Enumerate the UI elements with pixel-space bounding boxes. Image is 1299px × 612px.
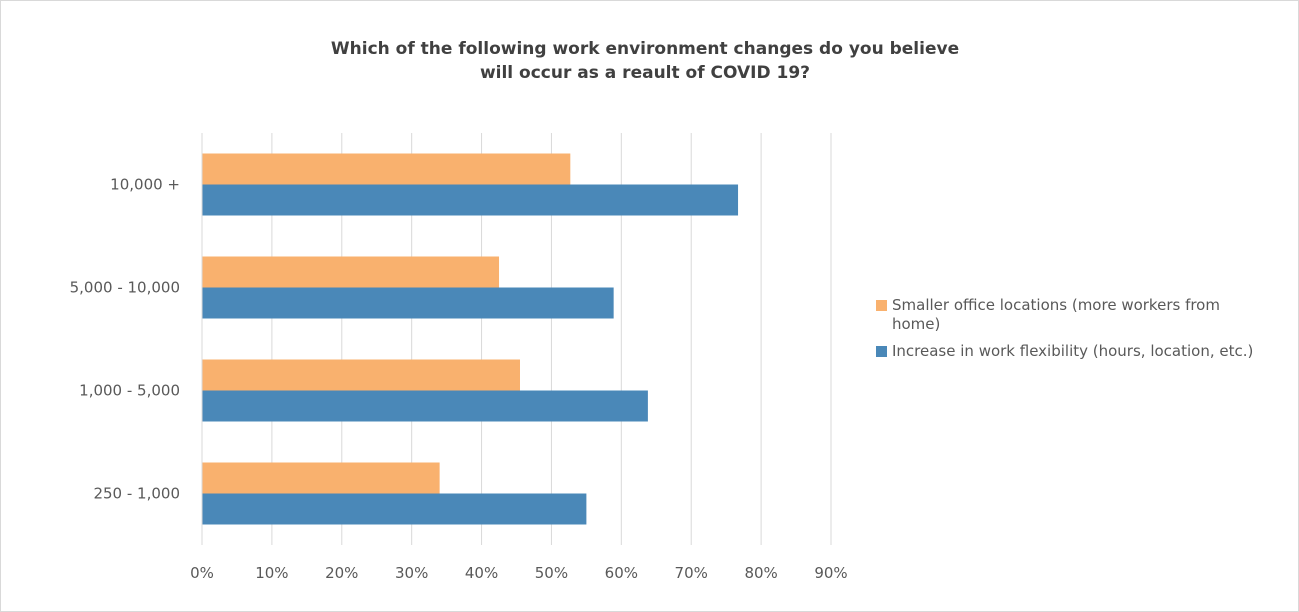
chart-legend: Smaller office locations (more workers f… (876, 296, 1256, 369)
x-tick-label: 10% (255, 564, 288, 582)
x-tick-label: 30% (395, 564, 428, 582)
x-tick-label: 50% (535, 564, 568, 582)
chart-title-line-1: Which of the following work environment … (330, 39, 960, 59)
x-tick-label: 20% (325, 564, 358, 582)
legend-label-work-flexibility: Increase in work flexibility (hours, loc… (892, 342, 1254, 360)
bar-work-flexibility (202, 184, 739, 216)
chart-title-line-2: will occur as a reault of COVID 19? (479, 63, 811, 83)
y-category-label: 250 - 1,000 (93, 485, 180, 503)
x-tick-label: 40% (465, 564, 498, 582)
x-tick-label: 0% (190, 564, 214, 582)
legend-swatch-orange (876, 300, 887, 311)
bar-smaller-office (202, 256, 500, 288)
bar-smaller-office (202, 462, 440, 494)
bar-smaller-office (202, 359, 520, 391)
bar-work-flexibility (202, 287, 614, 319)
legend-item-work-flexibility: Increase in work flexibility (hours, loc… (876, 342, 1256, 361)
y-category-label: 1,000 - 5,000 (79, 382, 180, 400)
bar-work-flexibility (202, 390, 648, 422)
chart-title: Which of the following work environment … (250, 37, 1040, 85)
x-tick-label: 70% (675, 564, 708, 582)
legend-swatch-blue (876, 346, 887, 357)
x-tick-label: 60% (605, 564, 638, 582)
y-category-label: 5,000 - 10,000 (70, 279, 180, 297)
legend-label-smaller-office: Smaller office locations (more workers f… (892, 296, 1220, 333)
x-tick-label: 80% (744, 564, 777, 582)
y-category-label: 10,000 + (110, 176, 180, 194)
x-tick-label: 90% (814, 564, 847, 582)
legend-item-smaller-office: Smaller office locations (more workers f… (876, 296, 1256, 334)
bar-work-flexibility (202, 493, 587, 525)
bar-smaller-office (202, 153, 571, 185)
